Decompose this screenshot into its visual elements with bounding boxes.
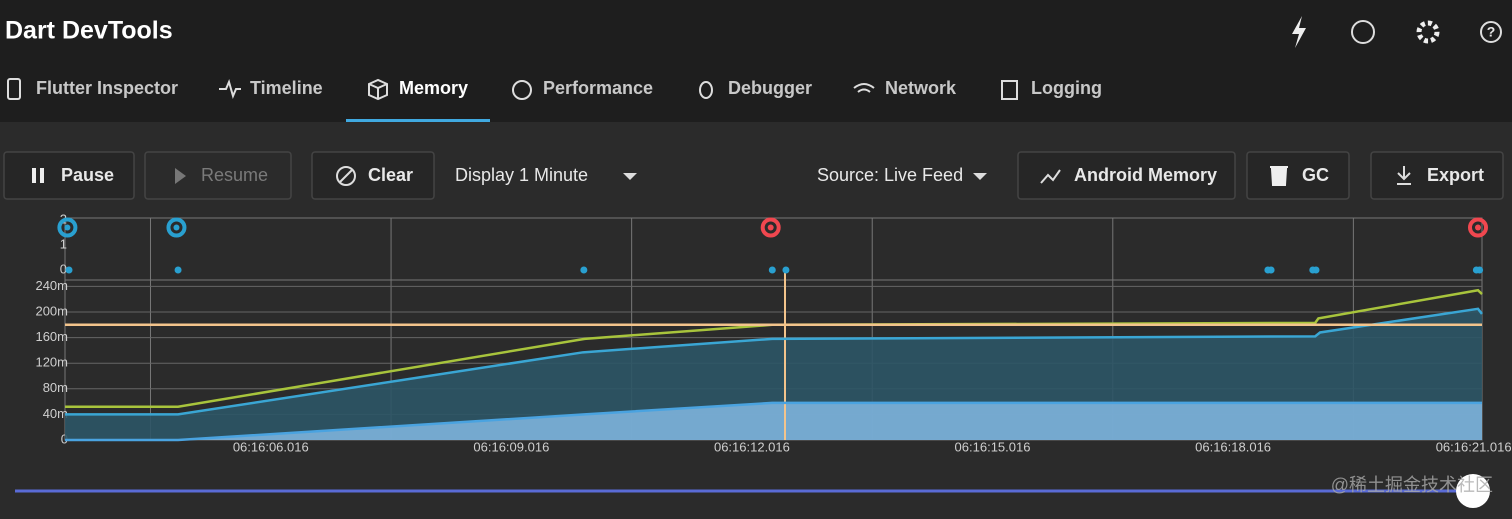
event-dot xyxy=(768,266,776,274)
tab-icon xyxy=(219,79,241,99)
event-dot xyxy=(782,266,790,274)
hot-reload-icon[interactable] xyxy=(1292,16,1306,48)
series-line xyxy=(65,401,1482,442)
x-tick-label: 06:16:12.016 xyxy=(714,439,790,454)
event-marker-core xyxy=(767,224,774,231)
settings-icon[interactable] xyxy=(1416,20,1440,44)
y-tick-label: 200m xyxy=(35,303,68,318)
tab-icon xyxy=(7,78,21,100)
y-tick-label: 0 xyxy=(61,431,68,446)
app-title: Dart DevTools xyxy=(5,17,173,45)
tab-icon xyxy=(699,81,713,99)
x-tick-label: 06:16:15.016 xyxy=(955,439,1031,454)
event-dot xyxy=(1476,266,1484,274)
play-icon xyxy=(175,168,186,184)
x-tick-label: 06:16:09.016 xyxy=(473,439,549,454)
button-label: Pause xyxy=(61,165,114,185)
watermark: @稀土掘金技术社区 xyxy=(1331,475,1493,495)
dropdown-arrow xyxy=(973,173,987,180)
event-marker xyxy=(760,217,781,238)
event-marker xyxy=(1467,217,1488,238)
tab-selected[interactable]: Memory xyxy=(399,78,468,98)
header-bg xyxy=(0,0,1512,122)
clear-icon xyxy=(336,166,356,186)
clear-icon xyxy=(339,169,353,183)
pause-icon xyxy=(40,168,44,183)
x-tick-label: 06:16:21.016 xyxy=(1436,439,1512,454)
event-dot xyxy=(580,266,588,274)
event-marker-core xyxy=(1474,224,1481,231)
button-label: GC xyxy=(1302,165,1329,185)
event-dot xyxy=(1312,266,1320,274)
tab-icon xyxy=(368,78,388,101)
tab-icon xyxy=(512,80,532,100)
memory-chart: 0 40m 80m 120m 160m 200m 240m 06:16:06.016 06:16… xyxy=(35,211,1511,454)
y-tick-label: 40m xyxy=(43,406,68,421)
help-glyph: ? xyxy=(1487,24,1496,40)
chart-icon xyxy=(1040,169,1061,184)
event-dot xyxy=(1267,266,1275,274)
tab[interactable]: Flutter Inspector xyxy=(36,78,178,98)
tab-icon xyxy=(1001,80,1018,100)
event-dot xyxy=(65,266,73,274)
export-button[interactable] xyxy=(1370,151,1504,200)
button-label: Clear xyxy=(368,165,413,185)
dropdown-arrow xyxy=(623,173,637,180)
event-marker-core xyxy=(173,224,180,231)
trash-icon xyxy=(1270,166,1288,186)
event-marker xyxy=(57,217,78,238)
y-tick-label: 80m xyxy=(43,380,68,395)
y-tick-label: 240m xyxy=(35,278,68,293)
button-label: Resume xyxy=(201,165,268,185)
pause-icon xyxy=(32,168,36,183)
source-dropdown[interactable]: Source: Live Feed xyxy=(817,165,963,185)
tab-underline xyxy=(346,119,490,122)
help-icon[interactable] xyxy=(1480,21,1502,43)
event-marker xyxy=(166,217,187,238)
restart-icon[interactable] xyxy=(1351,20,1375,44)
download-icon xyxy=(1397,166,1411,185)
event-tick-label: 0 xyxy=(60,261,67,276)
pause-button[interactable] xyxy=(3,151,135,200)
y-tick-label: 120m xyxy=(35,355,68,370)
event-dot xyxy=(174,266,182,274)
series-line xyxy=(65,307,1483,416)
button-label: Android Memory xyxy=(1074,165,1217,185)
y-tick-label: 160m xyxy=(35,329,68,344)
area-fill xyxy=(65,402,1482,440)
clear-button[interactable] xyxy=(311,151,435,200)
x-tick-label: 06:16:06.016 xyxy=(233,439,309,454)
x-tick-label: 06:16:18.016 xyxy=(1195,439,1271,454)
tab[interactable]: Timeline xyxy=(250,78,323,98)
resume-button[interactable] xyxy=(144,151,292,200)
tab[interactable]: Logging xyxy=(1031,78,1102,98)
event-marker-core xyxy=(64,224,71,231)
display-dropdown[interactable]: Display 1 Minute xyxy=(455,165,588,185)
tab[interactable]: Network xyxy=(885,78,957,98)
button-label: Export xyxy=(1427,165,1484,185)
tab[interactable]: Debugger xyxy=(728,78,812,98)
tab-icon xyxy=(853,83,875,93)
slider-knob[interactable] xyxy=(1456,474,1490,508)
gc-button[interactable] xyxy=(1246,151,1350,200)
android-memory-button[interactable] xyxy=(1017,151,1236,200)
tab[interactable]: Performance xyxy=(543,78,653,98)
event-tick-label: 1 xyxy=(60,236,67,251)
